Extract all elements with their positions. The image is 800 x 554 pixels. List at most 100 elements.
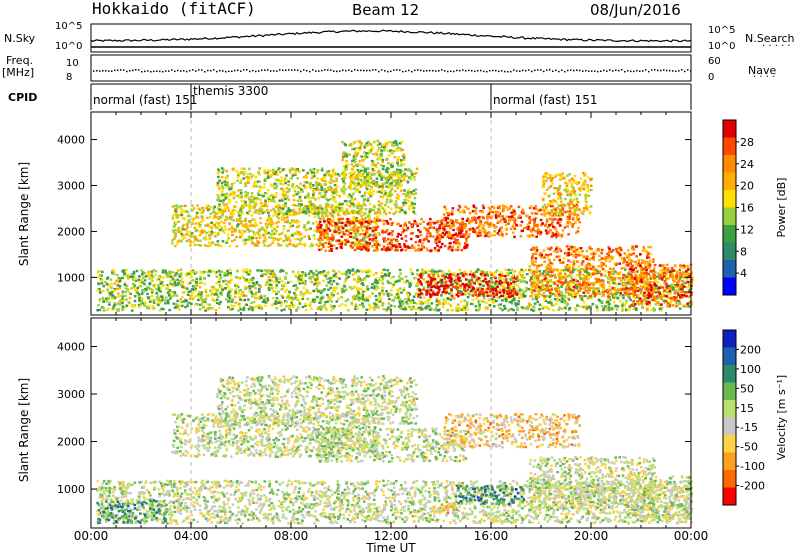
data-cell (484, 288, 488, 291)
data-cell (325, 234, 328, 237)
data-cell (196, 216, 200, 219)
data-cell (417, 229, 420, 232)
data-cell (344, 238, 347, 242)
data-cell (641, 305, 644, 309)
data-cell (408, 196, 411, 199)
data-cell (668, 284, 671, 287)
data-cell (330, 292, 334, 295)
data-cell (423, 237, 426, 241)
data-cell (374, 211, 377, 214)
data-cell (427, 228, 430, 231)
data-cell (288, 188, 291, 191)
data-cell (375, 298, 378, 302)
data-cell (325, 308, 328, 312)
data-cell (236, 218, 239, 221)
data-cell (363, 299, 367, 303)
data-cell (681, 304, 685, 308)
data-cell (476, 226, 479, 229)
data-cell (560, 307, 563, 311)
data-cell (475, 308, 478, 312)
data-cell (422, 296, 426, 299)
data-cell (560, 300, 564, 303)
data-cell (320, 233, 323, 237)
data-cell (111, 269, 114, 273)
data-cell (241, 206, 245, 209)
data-cell (549, 284, 552, 288)
data-cell (409, 301, 413, 305)
data-cell (599, 283, 602, 287)
data-cell (607, 306, 611, 309)
data-cell (295, 219, 299, 222)
data-cell (472, 230, 475, 233)
data-cell (281, 183, 284, 186)
data-cell (248, 204, 251, 207)
data-cell (357, 299, 361, 302)
data-cell (324, 211, 328, 214)
data-cell (345, 203, 349, 206)
data-cell (191, 271, 194, 274)
data-cell (228, 268, 232, 271)
data-cell (255, 282, 259, 285)
data-cell (183, 236, 186, 240)
data-cell (164, 296, 168, 299)
data-cell (567, 308, 571, 311)
data-cell (376, 171, 380, 174)
data-cell (678, 307, 682, 310)
data-cell (412, 192, 415, 196)
data-cell (238, 195, 241, 199)
data-cell (267, 231, 271, 235)
data-cell (514, 304, 518, 307)
data-cell (397, 294, 400, 297)
data-cell (127, 273, 130, 277)
data-cell (321, 296, 325, 299)
data-cell (262, 227, 265, 231)
data-cell (359, 292, 363, 295)
data-cell (397, 195, 401, 198)
data-cell (401, 300, 404, 303)
data-cell (355, 216, 358, 220)
data-cell (370, 286, 374, 289)
data-cell (237, 189, 240, 192)
data-cell (200, 296, 203, 300)
data-cell (381, 277, 385, 280)
data-cell (224, 218, 227, 222)
data-cell (258, 235, 262, 238)
data-cell (231, 212, 234, 216)
data-cell (350, 302, 353, 305)
data-cell (138, 299, 141, 302)
data-cell (308, 202, 312, 205)
data-cell (301, 190, 305, 193)
data-cell (328, 229, 332, 232)
data-cell (307, 303, 311, 307)
data-cell (487, 214, 490, 217)
data-cell (239, 181, 242, 184)
data-cell (272, 194, 275, 197)
data-cell (138, 295, 141, 298)
data-cell (248, 238, 252, 242)
data-cell (321, 243, 324, 246)
data-cell (659, 309, 663, 312)
data-cell (229, 193, 232, 196)
data-cell (240, 199, 244, 203)
data-cell (150, 291, 154, 294)
data-cell (451, 234, 454, 237)
data-cell (364, 298, 368, 301)
data-cell (206, 216, 209, 220)
data-cell (356, 288, 359, 291)
data-cell (190, 209, 194, 212)
data-cell (234, 230, 237, 233)
data-cell (194, 294, 198, 298)
data-cell (463, 299, 467, 302)
data-cell (343, 182, 347, 185)
data-cell (229, 216, 232, 219)
data-cell (518, 278, 521, 282)
data-cell (564, 268, 568, 271)
data-cell (589, 306, 592, 310)
data-cell (179, 230, 183, 233)
data-cell (269, 209, 273, 212)
data-cell (309, 204, 313, 207)
data-cell (254, 221, 257, 225)
data-cell (461, 308, 465, 311)
data-cell (217, 175, 220, 179)
data-cell (282, 214, 285, 218)
